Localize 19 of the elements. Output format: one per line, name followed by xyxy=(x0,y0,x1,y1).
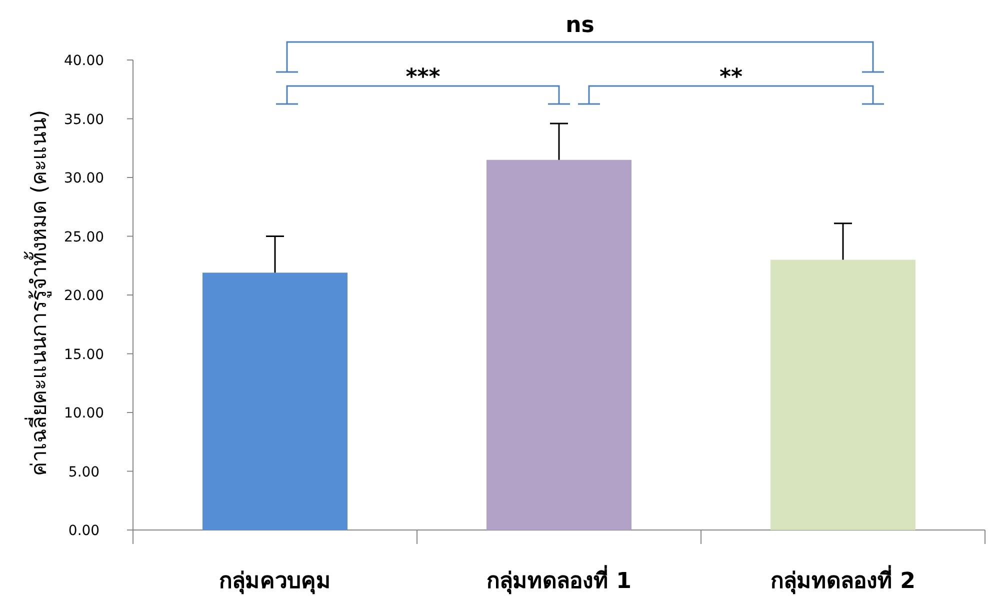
annotation: ** xyxy=(719,65,743,90)
y-tick-label: 40.00 xyxy=(64,53,104,69)
x-tick-label: กลุ่มทดลองที่ 2 xyxy=(770,564,916,595)
bar xyxy=(770,260,916,530)
y-tick-label: 25.00 xyxy=(64,229,104,246)
y-tick-label: 5.00 xyxy=(68,464,100,480)
y-tick-label: 35.00 xyxy=(64,112,104,128)
annotation: *** xyxy=(406,65,441,90)
y-tick-label: 10.00 xyxy=(64,406,104,422)
x-tick-label: กลุ่มควบคุม xyxy=(219,569,331,595)
y-tick-label: 30.00 xyxy=(64,170,104,186)
bar xyxy=(486,160,632,530)
text: ns xyxy=(566,13,594,38)
y-tick-label: 0.00 xyxy=(68,523,100,539)
x-tick-label: กลุ่มทดลองที่ 1 xyxy=(486,564,632,595)
bar xyxy=(202,272,348,530)
y-axis-title: ค่าเฉลี่ยคะแนนการรู้จำทั้งหมด (คะแนน) xyxy=(24,110,52,476)
y-tick-label: 20.00 xyxy=(64,288,104,304)
y-tick-label: 15.00 xyxy=(64,346,104,363)
